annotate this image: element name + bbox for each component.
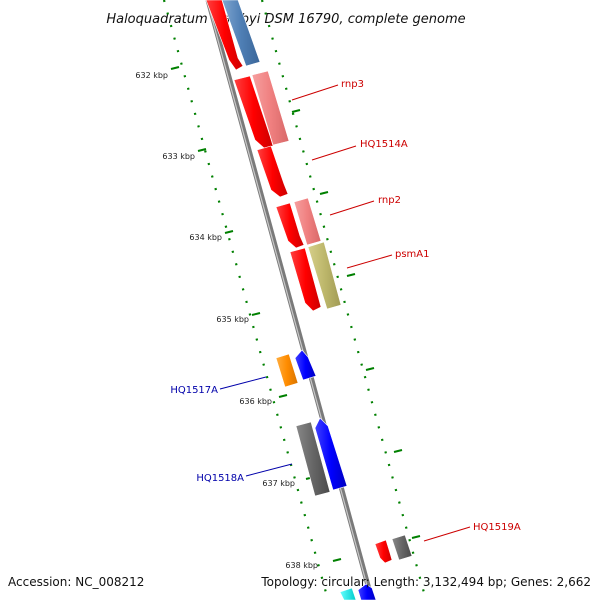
tick-track-right: [260, 0, 428, 600]
leader-line: [245, 463, 293, 477]
tick-label-636: 636 kbp: [239, 397, 272, 406]
tick-label-637: 637 kbp: [262, 479, 295, 488]
gene-orange[interactable]: [275, 353, 299, 388]
tick-mark: [224, 230, 234, 234]
tick-mark: [251, 312, 261, 316]
gene-label-hq1517a[interactable]: HQ1517A: [170, 385, 218, 396]
gene-rna[interactable]: [221, 0, 261, 67]
leader-line: [329, 200, 375, 216]
tick-mark: [332, 558, 342, 562]
gene-label-hq1514a[interactable]: HQ1514A: [360, 139, 408, 150]
tick-label-632: 632 kbp: [135, 71, 168, 80]
tick-label-633: 633 kbp: [162, 152, 195, 161]
gene-cyan[interactable]: [339, 587, 357, 600]
backbone-line: [205, 0, 375, 600]
gene-arrow-forward[interactable]: [256, 145, 289, 198]
tick-mark: [411, 535, 421, 539]
leader-line: [219, 376, 267, 390]
tick-label-635: 635 kbp: [216, 315, 249, 324]
gene-pseudo[interactable]: [251, 70, 290, 146]
gene-label-rnp3[interactable]: rnp3: [341, 79, 364, 90]
gene-arrow-reverse[interactable]: [357, 583, 377, 600]
tick-label-638: 638 kbp: [285, 561, 318, 570]
tick-mark: [278, 394, 288, 398]
genome-summary-text: Topology: circular; Length: 3,132,494 bp…: [260, 575, 591, 589]
leader-line: [291, 84, 339, 101]
accession-text: Accession: NC_008212: [8, 575, 144, 589]
gene-label-psma1[interactable]: psmA1: [395, 249, 430, 260]
tick-mark: [319, 191, 329, 195]
tick-mark: [291, 109, 301, 113]
gene-arrow-forward[interactable]: [233, 75, 274, 149]
gene-arrow-forward[interactable]: [205, 0, 244, 71]
tick-mark: [197, 148, 207, 152]
gene-gray[interactable]: [295, 421, 331, 497]
gene-arrow-reverse[interactable]: [294, 349, 317, 381]
backbone-highlight: [206, 0, 372, 600]
leader-line: [346, 254, 393, 269]
gene-label-hq1518a[interactable]: HQ1518A: [196, 473, 244, 484]
gene-pseudo[interactable]: [293, 197, 322, 246]
label-leaders: [219, 84, 471, 542]
tick-mark: [365, 367, 375, 371]
gene-gray[interactable]: [391, 534, 413, 561]
map-title: Haloquadratum walsbyi DSM 16790, complet…: [106, 12, 465, 27]
gene-arrow-forward[interactable]: [374, 539, 393, 564]
gene-olive[interactable]: [307, 241, 342, 310]
tick-mark: [393, 449, 403, 453]
leader-line: [423, 526, 471, 542]
tick-mark: [170, 66, 180, 70]
gene-track: [205, 0, 413, 600]
tick-label-634: 634 kbp: [189, 233, 222, 242]
gene-label-rnp2[interactable]: rnp2: [378, 195, 401, 206]
gene-arrow-forward[interactable]: [275, 202, 305, 249]
leader-line: [311, 145, 357, 161]
gene-label-hq1519a[interactable]: HQ1519A: [473, 522, 521, 533]
gene-arrow-forward[interactable]: [289, 247, 322, 312]
tick-mark: [346, 273, 356, 277]
gene-arrow-reverse[interactable]: [314, 417, 348, 491]
